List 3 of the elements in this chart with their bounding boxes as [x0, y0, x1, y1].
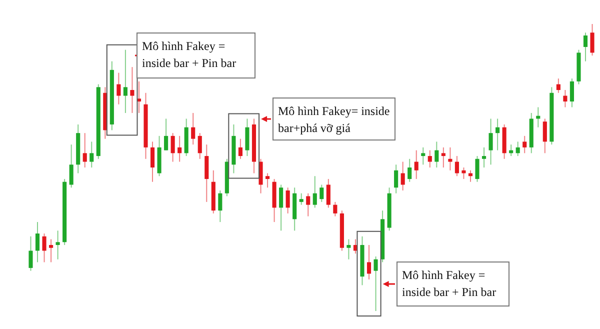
annotation: Mô hình Fakey = inside bar + Pin bar	[142, 39, 236, 70]
annotation: Mô hình Fakey = inside bar + Pin bar	[402, 268, 496, 299]
annotation: Mô hình Fakey= inside bar+phá vỡ giá	[278, 104, 390, 135]
